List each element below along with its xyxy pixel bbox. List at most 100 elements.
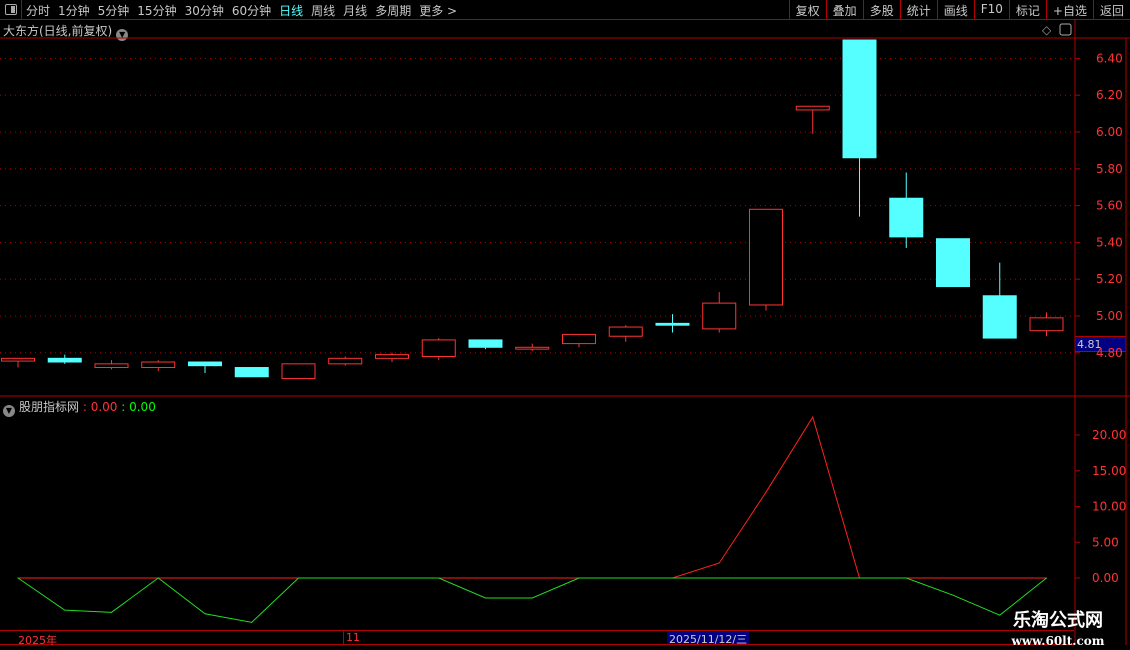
tab-period[interactable]: 更多 > <box>419 4 458 18</box>
tab-period[interactable]: 多周期 <box>375 4 412 18</box>
indicator-point <box>812 577 814 579</box>
candle-body <box>936 238 970 288</box>
toolbar-buttons: 复权 叠加 多股 统计 画线 F10 标记 +自选 返回 <box>788 0 1130 20</box>
indicator-point <box>64 577 66 579</box>
candle-body <box>375 354 409 359</box>
stock-title: 大东方(日线,前复权) <box>3 24 113 38</box>
y-tick-label: 15.00 <box>1092 464 1126 478</box>
candle-body <box>608 326 643 337</box>
indicator-point <box>157 577 159 579</box>
indicator-point <box>485 597 486 599</box>
indicator-point <box>952 577 954 579</box>
candle-body <box>468 339 503 348</box>
candle-body <box>1029 317 1064 332</box>
indicator-point <box>905 577 907 579</box>
candle-body <box>749 208 783 306</box>
y-tick-label: 0.00 <box>1092 571 1119 585</box>
candle-body <box>421 339 456 357</box>
candle-body <box>328 357 363 365</box>
indicator-line-red <box>18 415 1047 579</box>
toolbar-button[interactable]: 多股 <box>862 0 900 20</box>
indicator-point <box>999 577 1001 579</box>
indicator-point <box>111 611 112 613</box>
chevron-down-icon[interactable]: ▼ <box>3 405 15 417</box>
toolbar-button[interactable]: F10 <box>973 0 1009 20</box>
toolbar-button[interactable]: 标记 <box>1008 0 1046 20</box>
tab-period[interactable]: 30分钟 <box>184 4 224 18</box>
indicator-value-green: : 0.00 <box>121 400 156 414</box>
indicator-point <box>578 577 580 579</box>
indicator-point <box>765 577 767 579</box>
candle-body <box>94 363 129 369</box>
indicator-point <box>485 577 486 579</box>
indicator-point <box>672 577 673 579</box>
indicator-point <box>111 577 112 579</box>
candle-body <box>562 333 596 345</box>
tab-period[interactable]: 月线 <box>343 4 368 18</box>
indicator-point <box>952 594 954 596</box>
y-tick-label: 6.20 <box>1096 88 1123 102</box>
layout-toggle-button[interactable] <box>0 0 22 20</box>
candle-body <box>515 346 550 350</box>
y-tick-label: 4.80 <box>1096 346 1123 360</box>
indicator-name[interactable]: 股朋指标网 <box>19 400 80 414</box>
indicator-header: ▼ 股朋指标网 : 0.00 : 0.00 <box>3 398 156 417</box>
toolbar-button[interactable]: 统计 <box>899 0 937 20</box>
candle-body <box>655 322 690 326</box>
indicator-point <box>17 577 19 579</box>
y-tick-label: 6.40 <box>1096 51 1123 65</box>
indicator-point <box>251 577 253 579</box>
indicator-point <box>812 416 814 418</box>
cursor-date: 2025/11/12/三 <box>667 631 750 646</box>
indicator-point <box>718 577 720 579</box>
toolbar-button[interactable]: 复权 <box>788 0 826 20</box>
watermark-logo: 乐淘公式网 www.60lt.com <box>990 606 1126 648</box>
toolbar-button[interactable]: 叠加 <box>825 0 863 20</box>
panel-icon <box>1059 23 1072 36</box>
date-label-year: 2025年 <box>18 634 57 647</box>
indicator-point <box>204 613 206 615</box>
indicator-point <box>765 491 767 493</box>
y-tick-label: 5.00 <box>1092 535 1119 549</box>
tab-period[interactable]: 60分钟 <box>231 4 272 18</box>
candle-body <box>1 357 35 362</box>
indicator-point <box>298 577 299 579</box>
tab-period[interactable]: 周线 <box>311 4 336 18</box>
toolbar: 分时 1分钟 5分钟 15分钟 30分钟 60分钟 日线 周线 月线 多周期 更多 > 复权 叠加 多股… <box>0 0 1130 20</box>
candle-body <box>889 197 924 238</box>
toolbar-button[interactable]: 画线 <box>936 0 974 20</box>
diamond-icon: ◇ <box>1042 23 1052 37</box>
toolbar-button[interactable]: +自选 <box>1045 0 1093 20</box>
indicator-value-red: : 0.00 <box>82 400 118 414</box>
candle-body <box>982 295 1017 339</box>
tab-period[interactable]: 15分钟 <box>137 4 177 18</box>
y-tick-label: 6.00 <box>1096 125 1123 139</box>
date-label-month: 11 <box>343 631 360 644</box>
y-tick-label: 5.00 <box>1096 309 1123 323</box>
y-tick-label: 10.00 <box>1092 500 1126 514</box>
tab-period[interactable]: 1分钟 <box>58 4 90 18</box>
candle-body <box>141 361 176 369</box>
current-price-tag: 4.81 <box>1075 336 1126 352</box>
indicator-point <box>391 577 393 579</box>
candle-body <box>795 105 830 111</box>
y-tick-label: 5.20 <box>1096 272 1123 286</box>
indicator-point <box>64 609 66 611</box>
y-tick-label: 5.80 <box>1096 162 1123 176</box>
indicator-point <box>625 577 627 579</box>
indicator-point <box>1046 577 1047 579</box>
tab-period[interactable]: 分时 <box>26 4 51 18</box>
tab-period[interactable]: 5分钟 <box>97 4 130 18</box>
candle-body <box>702 302 737 330</box>
candle-body <box>234 367 269 378</box>
y-tick-label: 20.00 <box>1092 428 1126 442</box>
indicator-point <box>999 614 1001 616</box>
tab-period[interactable]: 日线 <box>279 4 304 18</box>
toolbar-button[interactable]: 返回 <box>1092 0 1130 20</box>
indicator-point <box>251 621 253 623</box>
candle-body <box>842 39 877 159</box>
candle-body <box>47 357 82 363</box>
period-tabs: 分时 1分钟 5分钟 15分钟 30分钟 60分钟 日线 周线 月线 多周期 更多 > <box>26 2 457 19</box>
indicator-point <box>531 577 533 579</box>
